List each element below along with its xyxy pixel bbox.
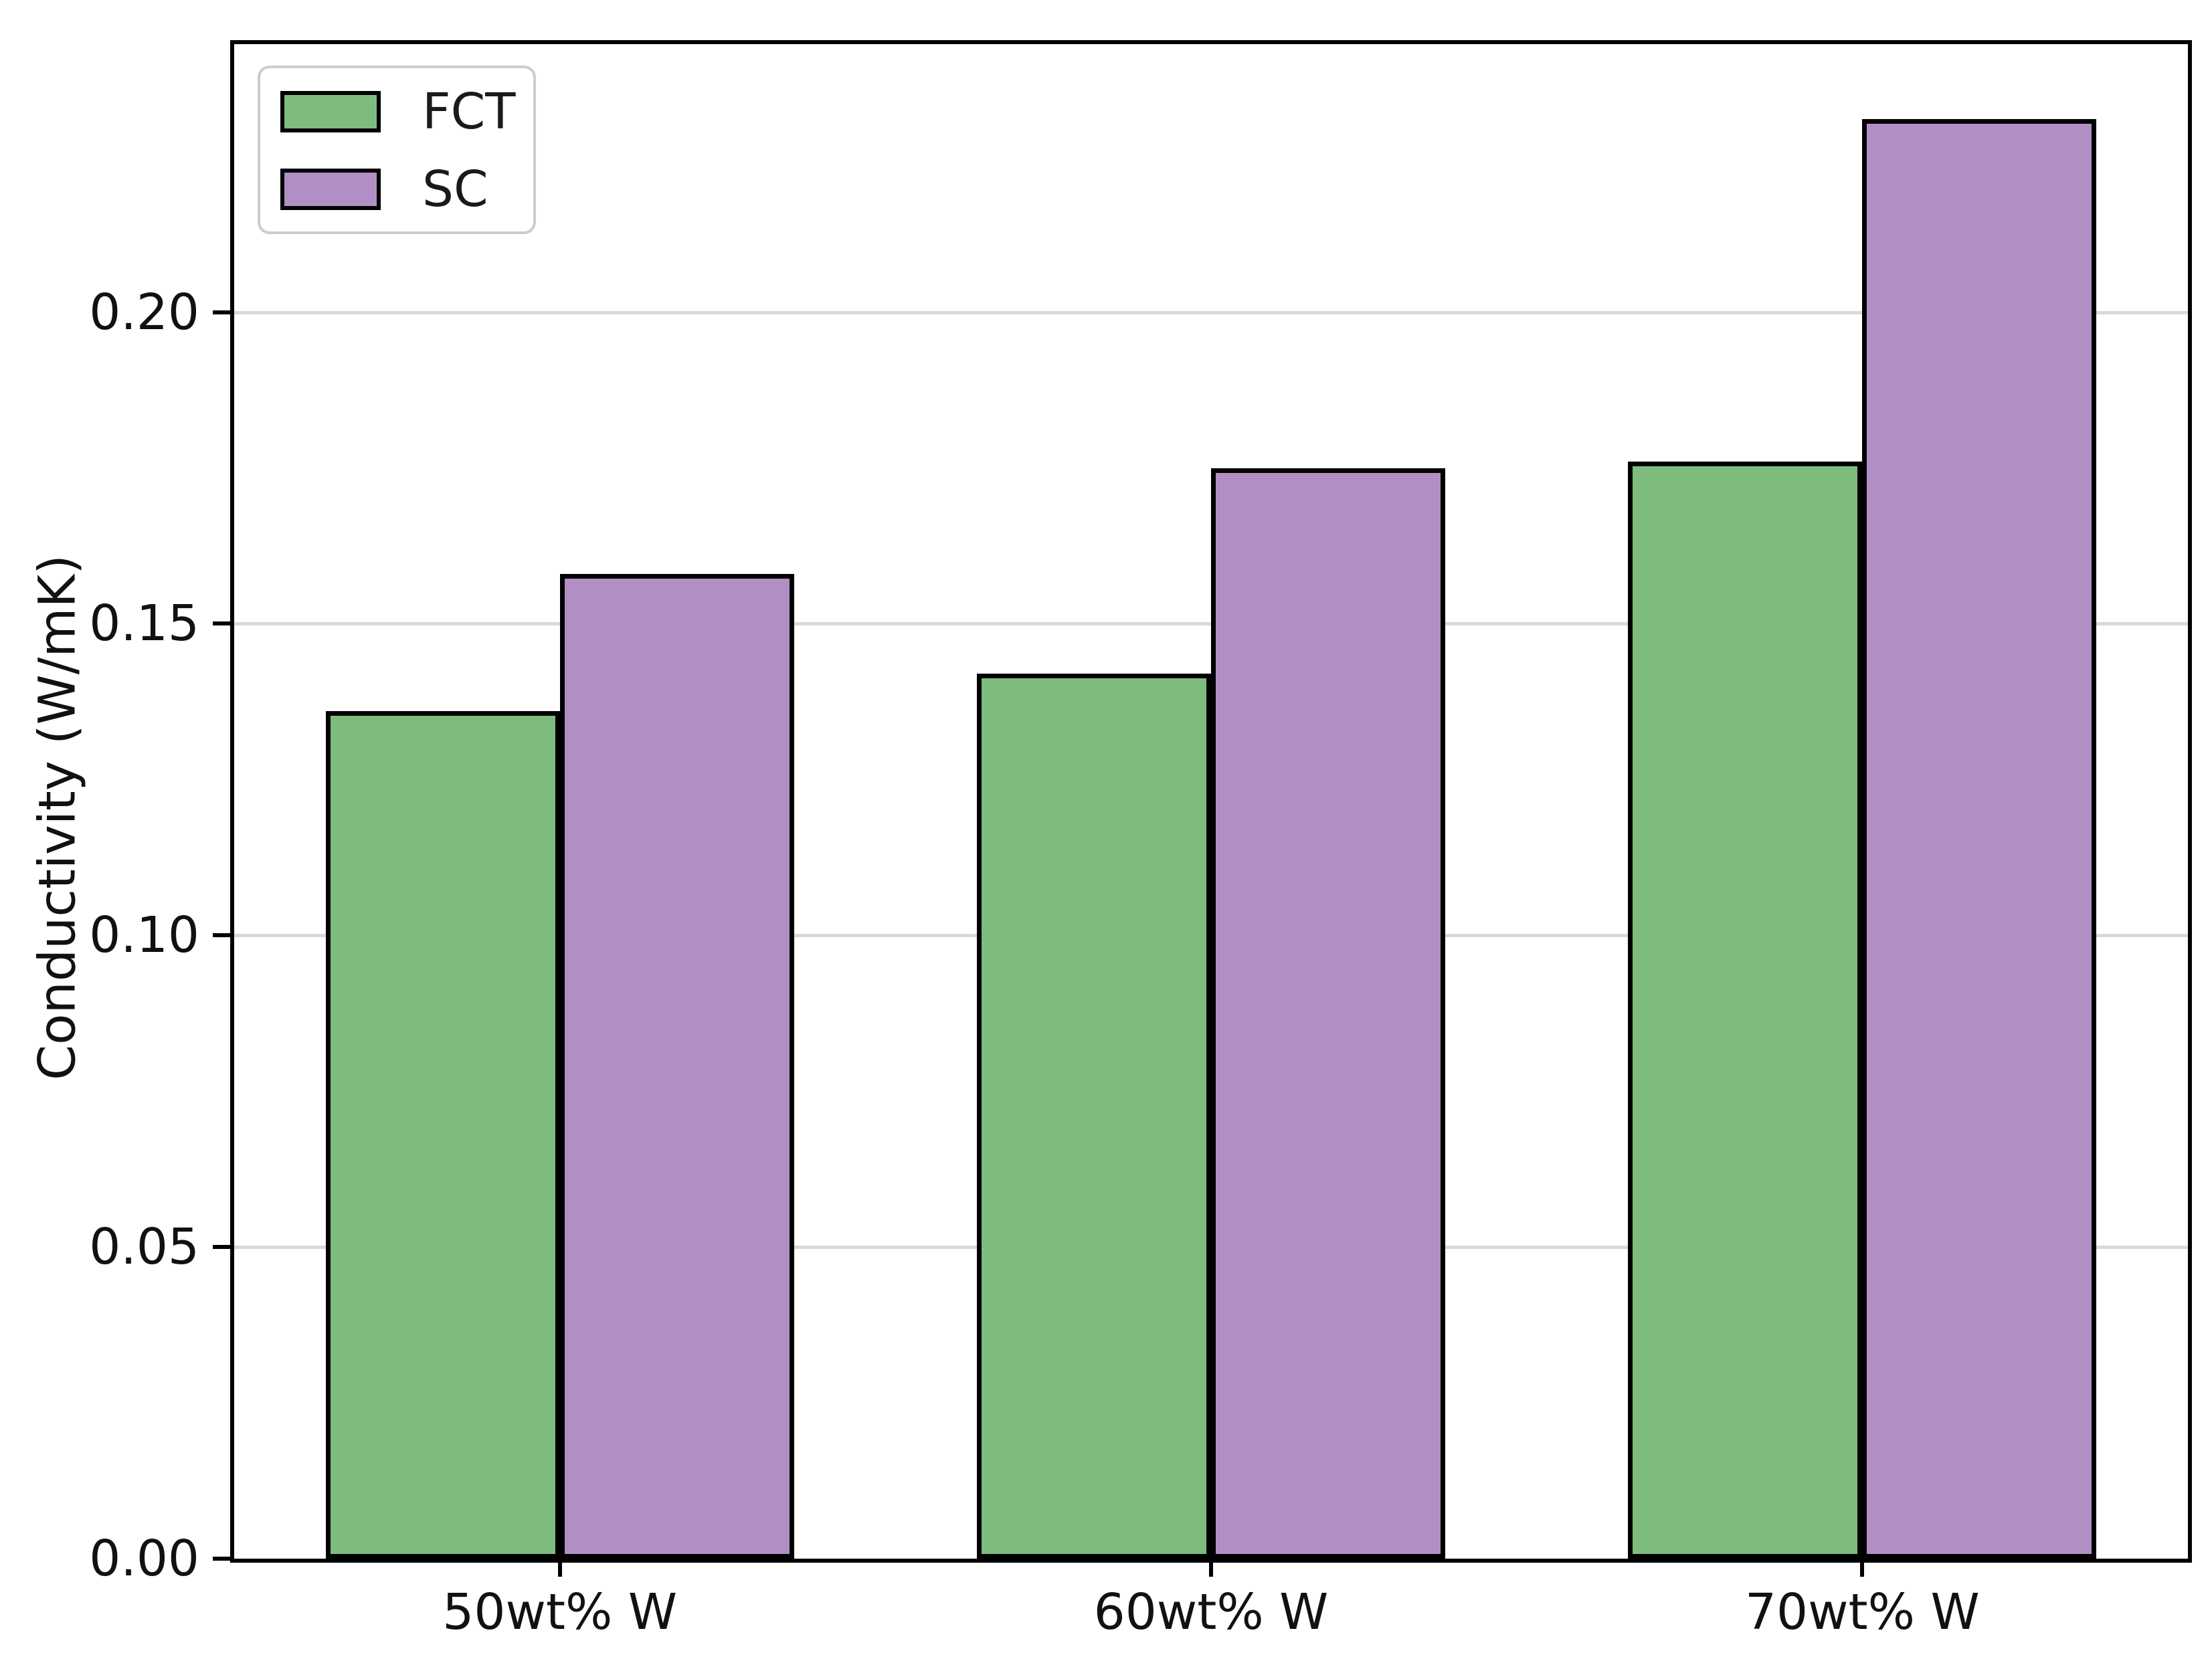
y-tick-mark — [213, 933, 234, 938]
bar-fct-2 — [977, 674, 1211, 1559]
y-tick-mark — [213, 310, 234, 314]
y-tick-label: 0.15 — [89, 595, 199, 653]
x-tick-mark — [557, 1559, 562, 1577]
legend-label-sc: SC — [422, 161, 488, 218]
y-tick-mark — [213, 1245, 234, 1250]
legend-label-fct: FCT — [422, 83, 516, 140]
y-tick-mark — [213, 621, 234, 626]
legend-swatch-fct — [280, 91, 381, 132]
x-tick-mark — [1209, 1559, 1213, 1577]
y-tick-label: 0.00 — [89, 1530, 199, 1587]
legend-swatch-sc — [280, 169, 381, 210]
bar-sc-2 — [1211, 468, 1445, 1559]
x-tick-mark — [1860, 1559, 1865, 1577]
x-tick-label: 60wt% W — [1093, 1583, 1329, 1641]
bar-fct-3 — [1628, 462, 1862, 1559]
x-tick-label: 50wt% W — [442, 1583, 678, 1641]
legend-item-fct: FCT — [280, 83, 515, 140]
y-tick-label: 0.20 — [89, 283, 199, 341]
legend-item-sc: SC — [280, 161, 488, 218]
gridline — [234, 310, 2188, 314]
plot-area — [230, 40, 2192, 1563]
y-tick-label: 0.05 — [89, 1218, 199, 1276]
x-tick-label: 70wt% W — [1744, 1583, 1980, 1641]
bar-fct-1 — [326, 711, 560, 1559]
bar-sc-1 — [560, 574, 794, 1559]
y-tick-label: 0.10 — [89, 906, 199, 965]
bar-sc-3 — [1862, 119, 2096, 1559]
y-tick-mark — [213, 1557, 234, 1561]
legend: FCT SC — [258, 66, 536, 234]
